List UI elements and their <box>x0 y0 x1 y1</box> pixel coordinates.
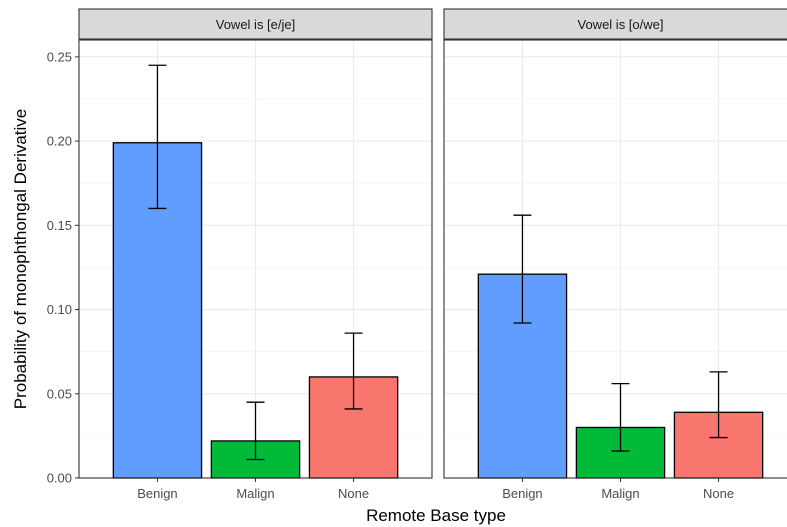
x-axis-title: Remote Base type <box>366 506 506 525</box>
y-tick-label: 0.00 <box>47 471 72 486</box>
y-tick-label: 0.10 <box>47 302 72 317</box>
x-tick-label: Malign <box>601 486 639 501</box>
x-tick-label: None <box>703 486 734 501</box>
facet-strip <box>78 8 433 40</box>
error-bar-malign <box>246 401 265 461</box>
x-tick-label: Benign <box>502 486 542 501</box>
y-tick-label: 0.20 <box>47 134 72 149</box>
x-tick-label: Malign <box>236 486 274 501</box>
error-bar-none <box>344 332 363 410</box>
y-tick-label: 0.15 <box>47 218 72 233</box>
facet-strip <box>443 8 787 40</box>
error-bar-benign <box>148 64 167 210</box>
y-axis-title: Probability of monophthongal Derivative <box>11 109 30 410</box>
error-bar-benign <box>513 214 532 324</box>
facet-strip-label: Vowel is [e/je] <box>216 17 296 32</box>
facet-panel: Vowel is [e/je] Benign Malign None <box>78 8 433 501</box>
x-tick-label: None <box>338 486 369 501</box>
x-tick-label: Benign <box>137 486 177 501</box>
y-tick-label: 0.05 <box>47 386 72 401</box>
error-bar-none <box>709 371 728 439</box>
facet-strip-label: Vowel is [o/we] <box>578 17 664 32</box>
y-tick-label: 0.25 <box>47 49 72 64</box>
facet-panel: Vowel is [o/we] Benign Malign None <box>443 8 787 501</box>
error-bar-malign <box>611 383 630 452</box>
